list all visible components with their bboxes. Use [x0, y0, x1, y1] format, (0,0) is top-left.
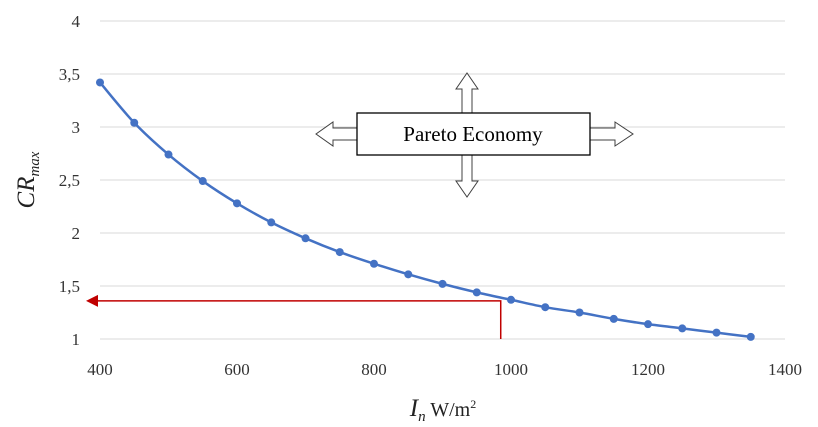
arrow-right-icon — [589, 121, 634, 147]
data-point — [164, 150, 173, 159]
y-axis-subscript: max — [27, 151, 43, 176]
y-tick-label: 2,5 — [59, 171, 80, 190]
data-point — [746, 332, 755, 341]
series-layer — [96, 78, 755, 341]
y-tick-label: 1 — [72, 330, 81, 349]
data-point — [198, 177, 207, 186]
data-point — [96, 78, 104, 87]
data-point — [301, 234, 310, 243]
y-tick-label: 4 — [72, 12, 81, 31]
data-point — [404, 270, 413, 279]
data-point — [541, 303, 550, 312]
x-axis-symbol: I — [409, 395, 420, 422]
reference-arrow — [86, 294, 502, 339]
data-point — [267, 218, 276, 227]
svg-text:In W/m2: In W/m2 — [409, 395, 476, 425]
data-point — [678, 324, 687, 333]
x-tick-label: 1400 — [768, 360, 802, 379]
y-tick-label: 3,5 — [59, 65, 80, 84]
data-point — [609, 314, 618, 323]
arrowhead-icon — [86, 294, 98, 307]
x-tick-label: 400 — [87, 360, 113, 379]
data-point — [644, 320, 652, 329]
x-axis-unit-exponent: 2 — [470, 397, 476, 411]
y-tick-label: 2 — [72, 224, 81, 243]
pareto-economy-annotation: Pareto Economy — [315, 72, 634, 198]
data-point — [472, 288, 481, 297]
reference-line — [96, 300, 502, 339]
arrow-down-icon — [455, 154, 479, 198]
svg-text:CRmax: CRmax — [13, 151, 43, 208]
y-tick-labels: 1 1,5 2 2,5 3 3,5 4 — [59, 12, 81, 349]
data-point — [130, 118, 139, 127]
data-point — [370, 259, 378, 268]
x-axis-label: In W/m2 — [409, 395, 476, 425]
x-axis-unit: W/m — [426, 399, 471, 421]
x-tick-labels: 400 600 800 1000 1200 1400 — [87, 360, 802, 379]
pareto-economy-box — [356, 112, 591, 156]
x-axis-subscript: n — [418, 409, 426, 425]
data-point — [335, 248, 344, 257]
data-point — [507, 295, 515, 304]
data-point — [438, 279, 447, 288]
y-axis-symbol: CR — [13, 177, 40, 209]
data-point — [233, 199, 241, 208]
x-tick-label: 1000 — [494, 360, 528, 379]
data-point — [712, 328, 721, 337]
x-tick-label: 1200 — [631, 360, 665, 379]
pareto-economy-label: Pareto Economy — [403, 122, 543, 146]
x-tick-label: 600 — [224, 360, 250, 379]
x-tick-label: 800 — [361, 360, 387, 379]
data-point — [575, 308, 584, 317]
y-tick-label: 3 — [72, 118, 81, 137]
arrow-up-icon — [455, 72, 479, 114]
arrow-left-icon — [315, 121, 358, 147]
y-axis-label: CRmax — [13, 151, 43, 208]
y-tick-label: 1,5 — [59, 277, 80, 296]
